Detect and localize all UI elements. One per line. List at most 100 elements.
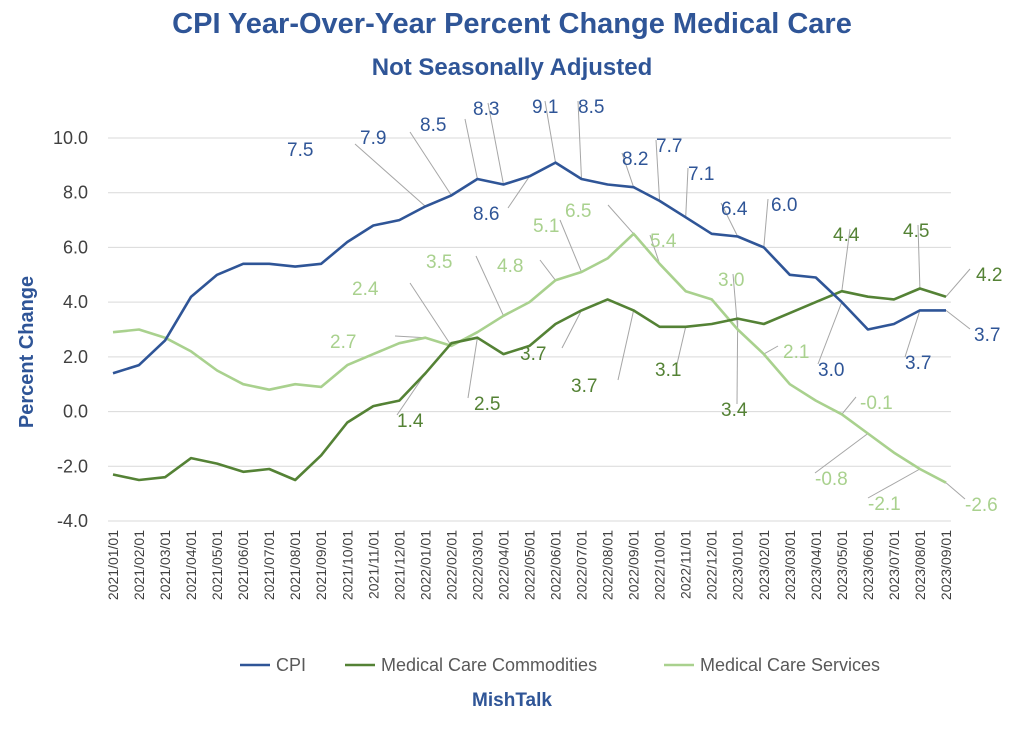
y-tick-label: 6.0: [63, 237, 88, 257]
data-label: 7.1: [688, 164, 714, 185]
data-label: 3.7: [571, 376, 597, 397]
x-tick-label: 2023/09/01: [938, 530, 954, 600]
data-label: 7.7: [656, 136, 682, 157]
data-label: 8.2: [622, 149, 648, 170]
leader-line: [732, 273, 739, 330]
x-tick-label: 2021/02/01: [131, 530, 147, 600]
data-label: -0.8: [815, 469, 848, 490]
leader-line: [676, 326, 687, 365]
leader-line: [763, 345, 779, 355]
data-label: 8.5: [578, 97, 604, 118]
data-label: 4.4: [833, 225, 860, 246]
services-line: [112, 232, 947, 484]
leader-line: [507, 176, 530, 209]
data-label: 8.3: [473, 99, 499, 120]
y-tick-label: 2.0: [63, 347, 88, 367]
y-tick-label: 10.0: [53, 128, 88, 148]
data-label: 4.8: [497, 256, 523, 277]
x-tick-label: 2023/02/01: [756, 530, 772, 600]
x-tick-label: 2022/09/01: [626, 530, 642, 600]
data-label: 7.5: [287, 140, 313, 161]
y-tick-label: 8.0: [63, 183, 88, 203]
chart-subtitle: Not Seasonally Adjusted: [371, 54, 653, 81]
leader-line: [475, 255, 504, 317]
chart-title: CPI Year-Over-Year Percent Change Medica…: [172, 8, 852, 40]
data-label: 5.4: [650, 231, 677, 252]
y-tick-label: -2.0: [57, 456, 88, 476]
leader-line: [394, 335, 426, 339]
x-tick-label: 2023/03/01: [782, 530, 798, 600]
x-tick-label: 2022/06/01: [548, 530, 564, 600]
leader-line: [841, 396, 857, 415]
source-credit: MishTalk: [472, 690, 552, 711]
data-label: 6.0: [771, 195, 797, 216]
data-label: 8.6: [473, 204, 499, 225]
x-tick-label: 2021/05/01: [209, 530, 225, 600]
data-label: 3.7: [520, 344, 546, 365]
leader-line: [464, 118, 478, 180]
data-label: 2.4: [352, 279, 379, 300]
data-label: 2.5: [474, 394, 500, 415]
data-label: 8.5: [420, 115, 446, 136]
x-tick-label: 2023/05/01: [834, 530, 850, 600]
x-tick-label: 2021/03/01: [157, 530, 173, 600]
data-label: -0.1: [860, 393, 893, 414]
leader-line: [409, 131, 452, 196]
leader-line: [685, 167, 689, 218]
x-tick-label: 2021/06/01: [235, 530, 251, 600]
x-tick-label: 2022/01/01: [417, 530, 433, 600]
data-label: 5.1: [533, 216, 559, 237]
gridlines: [108, 137, 951, 522]
data-label: 3.5: [426, 252, 452, 273]
legend-label: Medical Care Commodities: [381, 655, 597, 675]
data-label: 6.5: [565, 201, 591, 222]
leader-line: [354, 143, 426, 207]
leader-line: [559, 219, 582, 273]
leader-line: [539, 259, 556, 281]
data-label: 4.2: [976, 265, 1002, 286]
data-label: 2.1: [783, 342, 809, 363]
leader-line: [409, 282, 452, 347]
y-axis-label: Percent Change: [16, 276, 38, 428]
leader-line: [617, 310, 635, 381]
data-label: 3.0: [718, 270, 744, 291]
data-labels: 7.5 7.9 8.5 8.3 8.6 9.1 8.5 8.2 7.7 7.1 6.4 6.0 3.0 3…: [287, 97, 1002, 516]
leader-line: [607, 204, 634, 235]
x-tick-label: 2021/11/01: [365, 530, 381, 599]
x-tick-label: 2023/06/01: [860, 530, 876, 600]
y-axis-ticks: 10.0 8.0 6.0 4.0 2.0 0.0 -2.0 -4.0: [53, 128, 88, 531]
leader-line: [763, 198, 769, 248]
leader-line: [867, 468, 921, 499]
x-tick-label: 2023/04/01: [808, 530, 824, 600]
leader-line: [945, 268, 971, 298]
x-tick-label: 2022/11/01: [678, 530, 694, 599]
x-tick-label: 2021/04/01: [183, 530, 199, 600]
data-label: 4.5: [903, 221, 929, 242]
leader-line: [945, 310, 971, 330]
data-label: -2.6: [965, 495, 998, 516]
x-tick-label: 2023/01/01: [730, 530, 746, 600]
x-tick-label: 2023/07/01: [886, 530, 902, 600]
x-tick-label: 2022/05/01: [521, 530, 537, 600]
leader-line: [396, 373, 426, 416]
leader-line: [945, 482, 966, 500]
leader-line: [814, 433, 869, 474]
leader-line: [736, 318, 739, 405]
x-tick-label: 2022/08/01: [600, 530, 616, 600]
leader-line: [655, 139, 661, 201]
x-tick-label: 2022/12/01: [704, 530, 720, 600]
leader-line: [649, 234, 661, 264]
leader-line: [904, 310, 921, 358]
leader-line: [917, 224, 921, 289]
data-label: 2.7: [330, 332, 356, 353]
x-tick-label: 2022/07/01: [574, 530, 590, 600]
x-tick-label: 2021/09/01: [313, 530, 329, 600]
series-lines: [112, 161, 947, 484]
x-tick-label: 2022/03/01: [469, 530, 485, 600]
legend-label: Medical Care Services: [700, 655, 880, 675]
leader-line: [720, 202, 739, 237]
x-tick-label: 2022/04/01: [495, 530, 511, 600]
leader-line: [487, 102, 504, 185]
x-tick-label: 2023/08/01: [912, 530, 928, 600]
data-label: 3.4: [721, 400, 748, 421]
